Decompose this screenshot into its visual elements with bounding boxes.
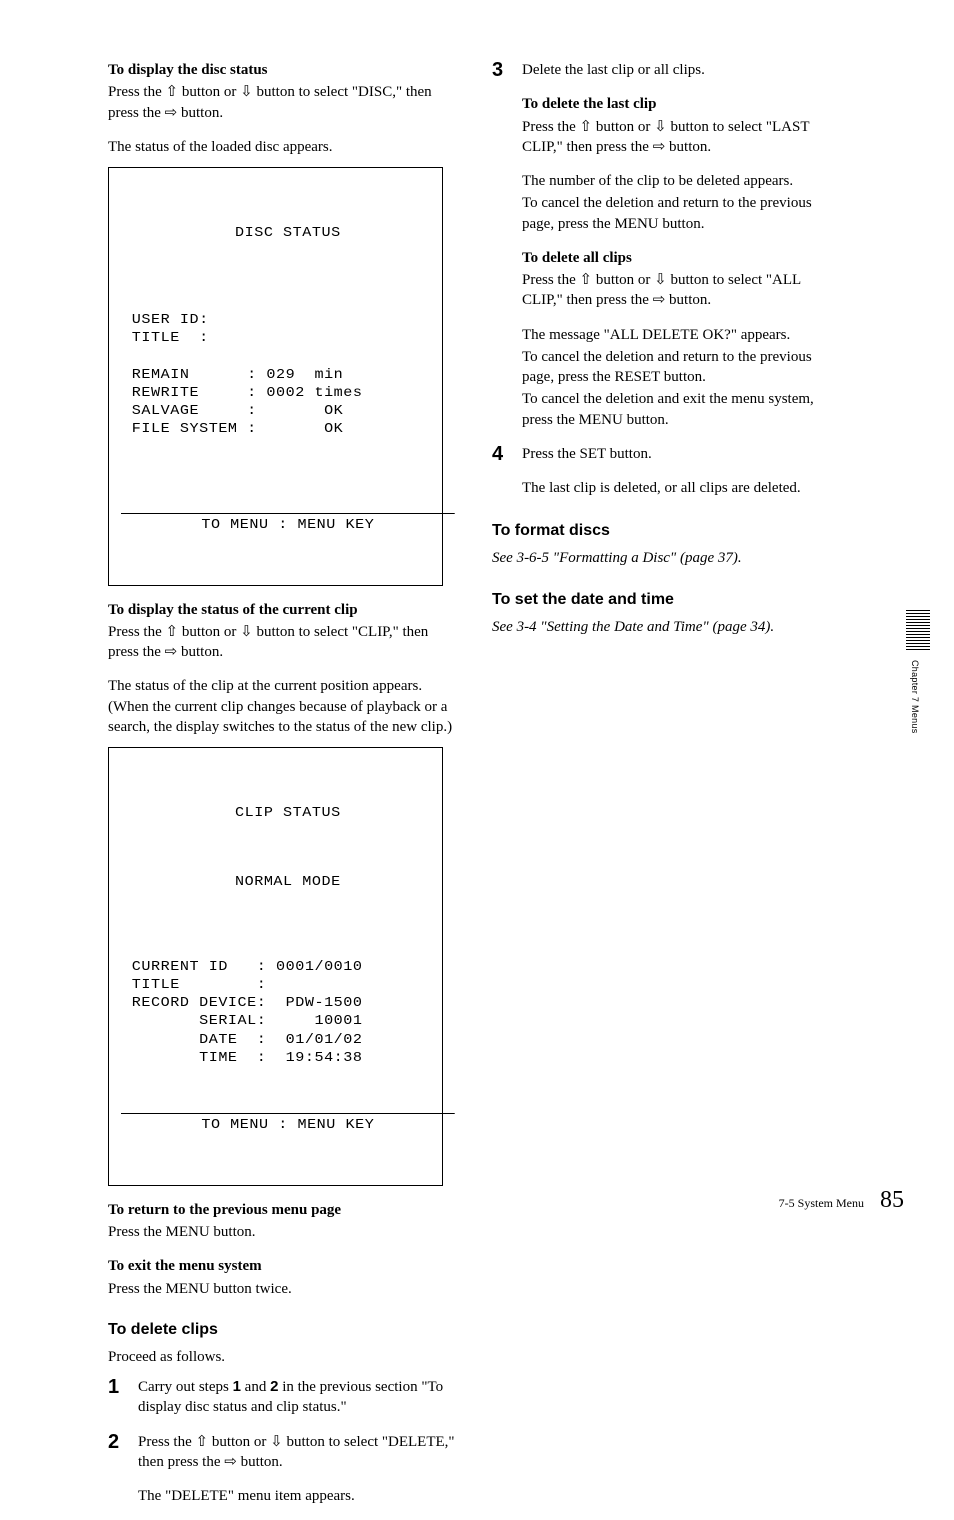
up-arrow-icon: ⇧	[166, 622, 179, 642]
right-arrow-icon: ⇨	[653, 290, 666, 310]
right-arrow-icon: ⇨	[224, 1452, 237, 1472]
footer-section: 7-5 System Menu	[779, 1196, 864, 1211]
step-2: 2 Press the ⇧ button or ⇩ button to sele…	[108, 1432, 458, 1509]
step-body: Delete the last clip or all clips. To de…	[522, 60, 842, 432]
heading-clip-status: To display the status of the current cli…	[108, 600, 458, 620]
up-arrow-icon: ⇧	[580, 270, 593, 290]
screen-title: CLIP STATUS	[121, 804, 455, 822]
step-3: 3 Delete the last clip or all clips. To …	[492, 60, 842, 432]
screen-title: DISC STATUS	[121, 224, 455, 242]
right-arrow-icon: ⇨	[165, 103, 178, 123]
heading-delete-clips: To delete clips	[108, 1321, 458, 1339]
disc-instruction: Press the ⇧ button or ⇩ button to select…	[108, 82, 458, 123]
step-body: Press the SET button. The last clip is d…	[522, 444, 842, 501]
page-content: To display the disc status Press the ⇧ b…	[0, 0, 954, 1520]
heading-delete-last: To delete the last clip	[522, 94, 842, 114]
down-arrow-icon: ⇩	[270, 1432, 283, 1452]
screen-footer: TO MENU : MENU KEY	[121, 513, 455, 534]
heading-exit: To exit the menu system	[108, 1256, 458, 1276]
up-arrow-icon: ⇧	[580, 117, 593, 137]
side-tab: Chapter 7 Menus	[896, 610, 936, 780]
screen-subtitle: NORMAL MODE	[121, 873, 455, 891]
return-text: Press the MENU button.	[108, 1222, 458, 1242]
step-4: 4 Press the SET button. The last clip is…	[492, 444, 842, 501]
chapter-label: Chapter 7 Menus	[910, 660, 920, 734]
heading-disc-status: To display the disc status	[108, 60, 458, 80]
step-body: Carry out steps 1 and 2 in the previous …	[138, 1377, 458, 1420]
up-arrow-icon: ⇧	[196, 1432, 209, 1452]
clip-status-screen: CLIP STATUS NORMAL MODE CURRENT ID : 000…	[108, 747, 443, 1186]
heading-return: To return to the previous menu page	[108, 1200, 458, 1220]
page-footer: 7-5 System Menu 85	[779, 1187, 904, 1214]
step-number: 1	[108, 1377, 128, 1420]
down-arrow-icon: ⇩	[240, 622, 253, 642]
step-number: 4	[492, 444, 512, 501]
footer-page-number: 85	[880, 1187, 904, 1214]
hatch-icon	[906, 610, 930, 650]
format-reference: See 3-6-5 "Formatting a Disc" (page 37).	[492, 548, 842, 568]
clip-result: The status of the clip at the current po…	[108, 676, 458, 737]
screen-footer: TO MENU : MENU KEY	[121, 1113, 455, 1134]
step-number: 3	[492, 60, 512, 432]
screen-body: CURRENT ID : 0001/0010 TITLE : RECORD DE…	[121, 940, 455, 1067]
step-1: 1 Carry out steps 1 and 2 in the previou…	[108, 1377, 458, 1420]
heading-delete-all: To delete all clips	[522, 248, 842, 268]
steps-list: 1 Carry out steps 1 and 2 in the previou…	[108, 1377, 458, 1508]
step-number: 2	[108, 1432, 128, 1509]
delete-intro: Proceed as follows.	[108, 1347, 458, 1367]
right-arrow-icon: ⇨	[165, 642, 178, 662]
down-arrow-icon: ⇩	[240, 82, 253, 102]
down-arrow-icon: ⇩	[654, 270, 667, 290]
disc-status-screen: DISC STATUS USER ID: TITLE : REMAIN : 02…	[108, 167, 443, 586]
disc-result: The status of the loaded disc appears.	[108, 137, 458, 157]
date-reference: See 3-4 "Setting the Date and Time" (pag…	[492, 617, 842, 637]
screen-body: USER ID: TITLE : REMAIN : 029 min REWRIT…	[121, 293, 455, 457]
heading-set-date: To set the date and time	[492, 591, 842, 609]
heading-format-discs: To format discs	[492, 522, 842, 540]
up-arrow-icon: ⇧	[166, 82, 179, 102]
right-arrow-icon: ⇨	[653, 137, 666, 157]
left-column: To display the disc status Press the ⇧ b…	[108, 60, 458, 1520]
right-column: 3 Delete the last clip or all clips. To …	[492, 60, 842, 1520]
clip-instruction: Press the ⇧ button or ⇩ button to select…	[108, 622, 458, 663]
down-arrow-icon: ⇩	[654, 117, 667, 137]
step-body: Press the ⇧ button or ⇩ button to select…	[138, 1432, 458, 1509]
exit-text: Press the MENU button twice.	[108, 1279, 458, 1299]
